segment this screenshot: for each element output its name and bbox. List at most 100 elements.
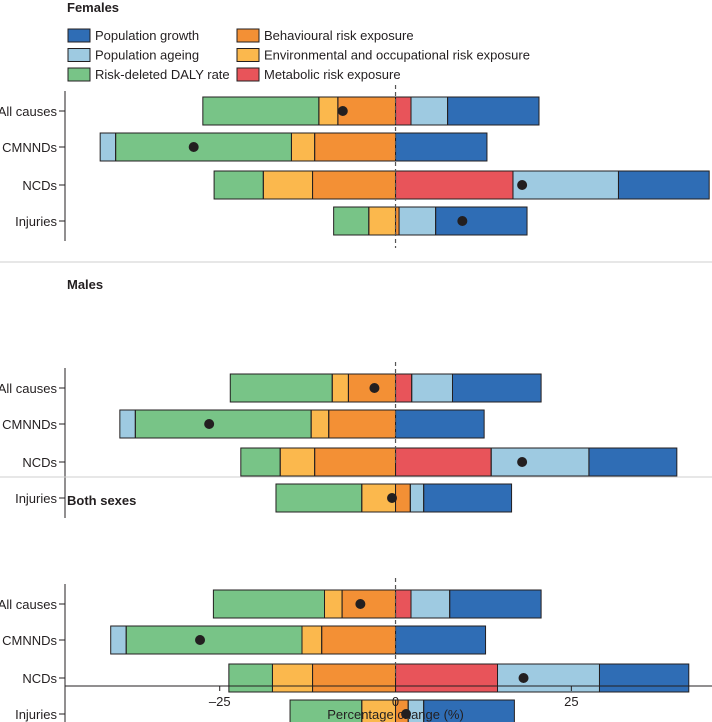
net-change-dot xyxy=(195,635,206,645)
net-change-dot xyxy=(517,180,528,190)
bar-segment-behavioural xyxy=(342,590,396,618)
net-change-dot xyxy=(457,216,468,226)
x-axis: –25 0 25 Percentage change (%) xyxy=(65,685,712,722)
bar-segment-outline xyxy=(449,589,542,619)
net-change-dot xyxy=(369,383,380,393)
bar-segment-outline xyxy=(275,483,363,513)
legend-label-metabolic: Metabolic risk exposure xyxy=(264,67,401,82)
row-label: All causes xyxy=(0,597,57,612)
bar-segment-outline xyxy=(451,373,542,403)
bar-segment-outline xyxy=(119,409,136,439)
bar-segment-outline xyxy=(289,699,363,722)
bar-segment-environmental xyxy=(301,626,322,654)
bar-segment-metabolic xyxy=(395,664,498,692)
bar-segment-risk_deleted xyxy=(202,97,319,125)
bar-segment-behavioural xyxy=(312,171,396,199)
net-change-dot xyxy=(204,419,215,429)
bar-segment-outline xyxy=(333,206,370,236)
x-tick-label: 0 xyxy=(392,694,399,709)
legend-label-ageing: Population ageing xyxy=(95,48,199,63)
bar-segment-behavioural xyxy=(395,484,411,512)
panel-2: Both sexes All causes CMNNDs NCDs Injuries xyxy=(0,493,690,722)
bar-segment-risk_deleted xyxy=(115,133,292,161)
net-change-dot xyxy=(401,709,412,719)
net-change-dot xyxy=(355,599,366,609)
bar-segment-risk_deleted xyxy=(135,410,312,438)
legend-swatch-behavioural xyxy=(236,28,260,43)
net-change-dot xyxy=(337,106,348,116)
row-label: All causes xyxy=(0,104,57,119)
bar-segment-ageing xyxy=(411,97,448,125)
legend-swatch-environmental xyxy=(236,48,260,62)
legend: Population growth Behavioural risk exposu… xyxy=(67,28,530,82)
bar-segment-risk_deleted xyxy=(228,664,273,692)
bar-segment-metabolic xyxy=(395,448,492,476)
bar-segment-behavioural xyxy=(312,664,396,692)
bar-segment-growth xyxy=(449,590,542,618)
x-tick-label: –25 xyxy=(209,694,231,709)
bar-segment-outline xyxy=(228,663,273,693)
bar-segment-outline xyxy=(99,132,117,162)
net-change-dot xyxy=(188,142,199,152)
bar-segment-ageing xyxy=(512,171,619,199)
bar-segment-environmental xyxy=(280,448,315,476)
bar-segment-outline xyxy=(598,663,690,693)
bar-segment-risk_deleted xyxy=(214,171,264,199)
bar-segment-environmental xyxy=(332,374,349,402)
bar-segment-environmental xyxy=(324,590,343,618)
bar-segment-environmental xyxy=(311,410,329,438)
bar-segment-behavioural xyxy=(328,410,396,438)
bar-segment-ageing xyxy=(399,207,436,235)
bar-segment-risk_deleted xyxy=(230,374,333,402)
panel-title: Females xyxy=(67,0,119,15)
legend-label-environmental: Environmental and occupational risk expo… xyxy=(264,48,530,63)
bar-segment-ageing xyxy=(497,664,600,692)
bar-segment-outline xyxy=(395,132,488,162)
legend-swatch-metabolic xyxy=(236,67,260,82)
bar-segment-risk_deleted xyxy=(290,700,362,722)
bar-segment-growth xyxy=(599,664,689,692)
legend-swatch-ageing xyxy=(67,48,91,62)
legend-swatch-risk_deleted xyxy=(67,67,91,82)
row-label: Injuries xyxy=(15,491,57,506)
bar-segment-behavioural xyxy=(314,133,396,161)
bar-segment-environmental xyxy=(361,700,396,722)
legend-swatch-growth xyxy=(67,28,91,43)
bar-segment-outline xyxy=(202,96,320,126)
net-change-dot xyxy=(518,673,529,683)
bar-segment-growth xyxy=(423,484,512,512)
bar-segment-outline xyxy=(229,373,333,403)
bar-segment-outline xyxy=(240,447,281,477)
panel-0: Females Population growth Behavioural risk… xyxy=(0,0,712,263)
bar-segment-environmental xyxy=(272,664,313,692)
bar-segment-growth xyxy=(395,133,487,161)
bar-segment-behavioural xyxy=(395,207,400,235)
bar-segment-outline xyxy=(423,483,513,513)
bar-segment-risk_deleted xyxy=(333,207,369,235)
bar-segment-outline xyxy=(435,206,528,236)
bar-segment-outline xyxy=(395,409,485,439)
panel-title: Both sexes xyxy=(67,493,136,508)
bar-segment-growth xyxy=(423,700,515,722)
bar-segment-growth xyxy=(395,410,485,438)
x-axis-label: Percentage change (%) xyxy=(327,707,464,722)
bar-segment-environmental xyxy=(318,97,338,125)
row-label: NCDs xyxy=(22,178,57,193)
bar-segment-growth xyxy=(588,448,677,476)
bar-segment-ageing xyxy=(410,484,424,512)
bar-segment-ageing xyxy=(119,410,136,438)
bar-segment-metabolic xyxy=(395,171,513,199)
bar-segment-growth xyxy=(395,626,486,654)
bar-segment-outline xyxy=(617,170,710,200)
row-label: All causes xyxy=(0,381,57,396)
legend-label-growth: Population growth xyxy=(95,28,199,43)
bar-segment-outline xyxy=(395,625,487,655)
bar-segment-environmental xyxy=(291,133,315,161)
bar-segment-ageing xyxy=(110,626,127,654)
bar-segment-growth xyxy=(447,97,539,125)
bar-segment-ageing xyxy=(411,374,453,402)
bar-segment-behavioural xyxy=(314,448,396,476)
legend-label-behavioural: Behavioural risk exposure xyxy=(264,28,414,43)
